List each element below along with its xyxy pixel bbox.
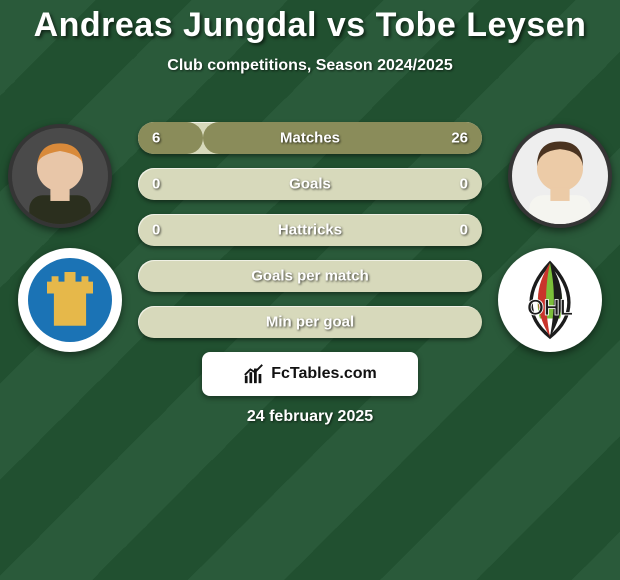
chart-icon — [243, 363, 265, 385]
stat-label: Goals — [289, 176, 331, 193]
stat-value-left: 0 — [152, 176, 160, 193]
stat-label: Hattricks — [278, 222, 342, 239]
stat-bar: Goals per match — [138, 260, 482, 292]
stat-bar-fill-right — [203, 122, 482, 154]
stat-bar-fill-left — [138, 122, 203, 154]
svg-text:OHL: OHL — [527, 295, 573, 320]
date-text: 24 february 2025 — [0, 408, 620, 426]
club-right-logo: OHL — [498, 248, 602, 352]
attribution-text: FcTables.com — [271, 365, 377, 383]
stat-label: Min per goal — [266, 314, 354, 331]
stat-value-right: 0 — [460, 176, 468, 193]
stat-value-left: 6 — [152, 130, 160, 147]
club-left-logo — [18, 248, 122, 352]
subtitle: Club competitions, Season 2024/2025 — [0, 57, 620, 75]
player-right-avatar — [508, 124, 612, 228]
stat-bar: Matches 6 26 — [138, 122, 482, 154]
page-title: Andreas Jungdal vs Tobe Leysen — [0, 0, 620, 45]
stat-value-left: 0 — [152, 222, 160, 239]
stat-bar: Min per goal — [138, 306, 482, 338]
stat-value-right: 0 — [460, 222, 468, 239]
stat-bar: Hattricks 0 0 — [138, 214, 482, 246]
stats-bars: Matches 6 26 Goals 0 0 Hattricks 0 0 Goals per ma… — [138, 122, 482, 338]
stat-label: Matches — [280, 130, 340, 147]
player-left-avatar — [8, 124, 112, 228]
stat-bar: Goals 0 0 — [138, 168, 482, 200]
attribution-badge: FcTables.com — [202, 352, 418, 396]
stat-label: Goals per match — [251, 268, 369, 285]
stat-value-right: 26 — [451, 130, 468, 147]
